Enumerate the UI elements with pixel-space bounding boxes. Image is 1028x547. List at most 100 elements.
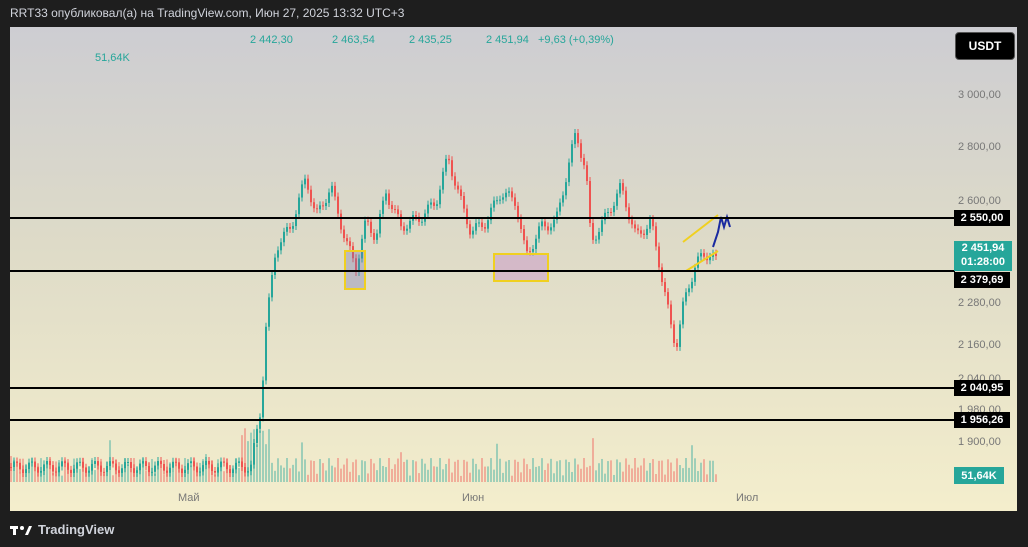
volume-bar [322,463,324,482]
candle-body [352,246,354,259]
volume-bar [361,460,363,482]
volume-bar [70,472,72,482]
candle-body [655,226,657,247]
volume-bar [697,471,699,482]
month-label-jun: Июн [462,492,485,504]
candle-body [400,214,402,227]
candle-body [280,242,282,251]
highlight-boxes [344,250,549,290]
candle-body [406,228,408,231]
candle-body [583,157,585,166]
candle-body [376,233,378,240]
volume-bar [700,462,702,482]
candle-body [550,227,552,231]
candle-body [322,205,324,207]
volume-bar [295,458,297,482]
volume-bar [571,471,573,482]
candle-body [544,221,546,227]
candle-body [349,241,351,247]
footer-brand[interactable]: TradingView [10,522,114,537]
volume-bar [187,467,189,482]
candle-body [568,162,570,183]
price-tick: 2 160,00 [958,339,1001,351]
candle-body [445,158,447,172]
candle-body [580,143,582,158]
volume-bar [595,470,597,482]
candle-body [229,469,231,473]
candle-body [28,462,30,470]
volume-bar [220,462,222,482]
volume-bar [580,468,582,482]
candle-body [106,466,108,473]
candle-body [124,462,126,469]
candle-body [64,461,66,464]
volume-bar [451,472,453,482]
candle-body [238,461,240,463]
candle-body [484,227,486,229]
candle-body [487,220,489,229]
candle-body [676,343,678,347]
candle-body [304,178,306,185]
candle-body [334,185,336,197]
candle-body [220,461,222,468]
volume-bar [685,458,687,482]
volume-bar [409,475,411,482]
volume-bar [424,463,426,482]
volume-bar [214,474,216,482]
chart-area[interactable] [10,27,1017,511]
volume-bar [589,465,591,482]
candle-body [289,226,291,229]
candle-body [307,178,309,190]
candle-body [121,468,123,473]
volume-bar [604,473,606,482]
candle-body [112,461,114,464]
volume-bar [478,469,480,482]
projection-arrow [712,213,731,248]
candle-body [361,238,363,259]
candle-body [589,181,591,224]
candle-body [505,192,507,198]
volume-bar [310,460,312,482]
candle-body [73,468,75,473]
volume-bar [487,466,489,482]
volume-bar [442,469,444,482]
volume-bar [523,458,525,482]
volume-bar [196,470,198,482]
volume-bar [490,458,492,482]
candle-body [472,230,474,235]
volume-bar [502,472,504,482]
footer-brand-text: TradingView [38,522,115,537]
candle-body [70,469,72,473]
candle-body [85,467,87,473]
candle-body [619,183,621,194]
candle-body [370,221,372,233]
volume-bar [484,466,486,482]
volume-bar [340,468,342,482]
candle-body [511,191,513,198]
volume-bar [325,470,327,482]
candle-body [367,220,369,222]
candle-body [268,297,270,327]
volume-bar [415,461,417,482]
volume-bar [316,473,318,482]
candle-body [592,223,594,240]
volume-bar [388,458,390,482]
volume-bar [703,459,705,482]
volume-bar [586,467,588,482]
tradingview-logo-icon [10,524,32,536]
volume-bar [553,473,555,482]
volume-bar [298,471,300,482]
volume-bar [370,458,372,482]
volume-bar [628,464,630,482]
volume-bar [496,443,498,482]
volume-bar [271,462,273,482]
volume-bar [292,464,294,482]
candle-body [598,231,600,240]
candle-body [205,461,207,466]
volume-bar [379,458,381,482]
currency-button[interactable]: USDT [955,32,1015,60]
candle-body [622,183,624,191]
volume-bar [79,469,81,482]
candle-body [433,202,435,206]
price-tick: 2 600,00 [958,195,1001,207]
